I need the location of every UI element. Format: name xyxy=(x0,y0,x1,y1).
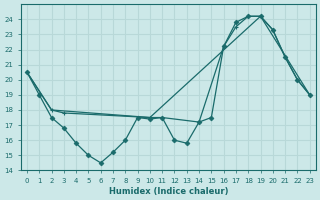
X-axis label: Humidex (Indice chaleur): Humidex (Indice chaleur) xyxy=(108,187,228,196)
